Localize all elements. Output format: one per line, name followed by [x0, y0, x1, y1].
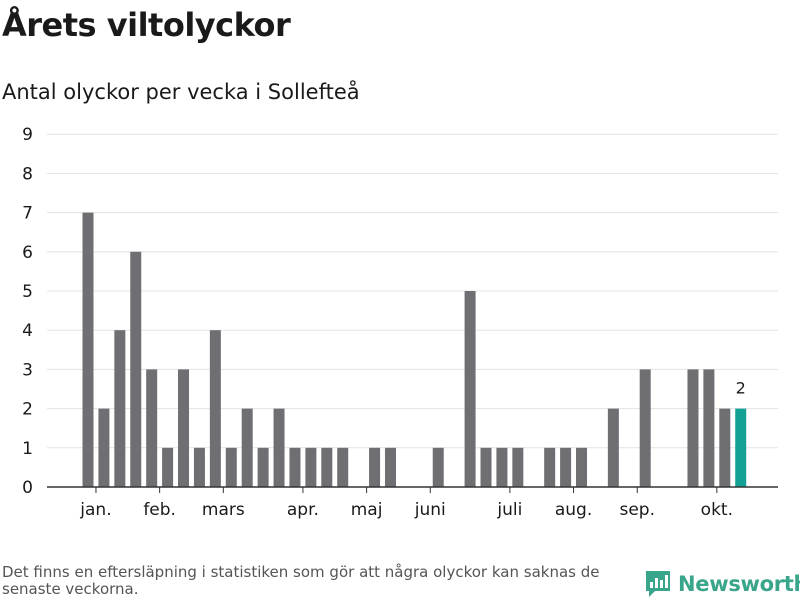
bar	[639, 369, 651, 487]
bar-highlight	[735, 408, 747, 487]
y-tick-label: 8	[22, 164, 33, 184]
bar	[162, 447, 174, 487]
x-tick-label: juni	[414, 500, 446, 520]
y-tick-label: 4	[22, 321, 33, 341]
y-tick-label: 9	[22, 125, 33, 145]
bars	[82, 212, 747, 487]
y-tick-label: 3	[22, 360, 33, 380]
bar	[432, 447, 444, 487]
chart-title: Årets viltolyckor	[2, 6, 291, 44]
bar	[607, 408, 619, 487]
bar	[114, 330, 126, 487]
x-tick-label: okt.	[701, 500, 733, 520]
bar	[130, 251, 142, 487]
bar	[257, 447, 269, 487]
x-tick-label: maj	[351, 500, 383, 520]
data-labels: 2	[736, 379, 746, 398]
y-tick-label: 2	[22, 400, 33, 420]
bar	[273, 408, 285, 487]
footnote: Det finns en eftersläpning i statistiken…	[2, 563, 600, 598]
y-tick-label: 7	[22, 204, 33, 224]
brand-logo[interactable]: Newsworthy	[644, 568, 800, 600]
bar	[480, 447, 492, 487]
x-tick-label: sep.	[619, 500, 655, 520]
bar	[241, 408, 253, 487]
bar	[225, 447, 237, 487]
bar	[703, 369, 715, 487]
bar	[384, 447, 396, 487]
bar	[193, 447, 205, 487]
y-tick-label: 6	[22, 243, 33, 263]
y-tick-label: 1	[22, 439, 33, 459]
bar	[496, 447, 508, 487]
x-tick-label: jan.	[79, 500, 111, 520]
x-tick-label: mars	[202, 500, 245, 520]
bar	[337, 447, 349, 487]
data-label-highlight: 2	[736, 379, 746, 398]
bar	[209, 330, 221, 487]
y-tick-label: 0	[22, 478, 33, 498]
bar	[719, 408, 731, 487]
bar	[82, 212, 94, 487]
x-tick-label: apr.	[287, 500, 319, 520]
bar	[98, 408, 110, 487]
y-axis-ticks: 0 1 2 3 4 5 6 7 8 9	[22, 125, 33, 498]
brand-name: Newsworthy	[678, 572, 800, 596]
x-tick-label: juli	[496, 500, 522, 520]
bar	[560, 447, 572, 487]
chart-subtitle: Antal olyckor per vecka i Sollefteå	[2, 80, 360, 104]
bar	[305, 447, 317, 487]
bar-chart: 0 1 2 3 4 5 6 7 8 9 jan. feb. mars apr. maj juni juli au…	[22, 125, 778, 520]
x-tick-label: aug.	[555, 500, 592, 520]
bar	[464, 291, 476, 487]
bar	[576, 447, 588, 487]
gridlines	[47, 133, 778, 449]
x-tick-label: feb.	[143, 500, 176, 520]
bar	[321, 447, 333, 487]
bar	[289, 447, 301, 487]
bar	[178, 369, 190, 487]
bar	[687, 369, 699, 487]
y-tick-label: 5	[22, 282, 33, 302]
newsworthy-chart-icon	[646, 571, 670, 597]
x-axis-ticks: jan. feb. mars apr. maj juni juli aug. sep. okt.	[47, 486, 778, 520]
bar	[146, 369, 158, 487]
bar	[369, 447, 381, 487]
bar	[544, 447, 556, 487]
bar	[512, 447, 524, 487]
